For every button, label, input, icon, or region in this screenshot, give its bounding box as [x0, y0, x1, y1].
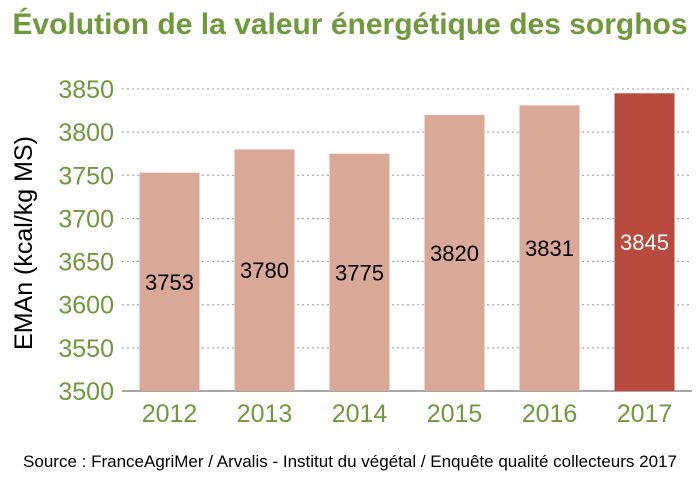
y-tick-label: 3750	[58, 162, 114, 190]
bar-2017	[614, 93, 675, 392]
y-ticks-layer: 3500 3550 3600 3650 3700 3750 3800 3850	[58, 76, 114, 406]
y-tick-label: 3800	[58, 119, 114, 147]
data-label-2017: 3845	[620, 230, 669, 255]
bars-layer	[139, 93, 675, 392]
data-labels-layer: 3753 3780 3775 3820 3831 3845	[145, 230, 669, 295]
y-tick-label: 3500	[58, 378, 114, 406]
data-label-2012: 3753	[145, 270, 194, 295]
x-tick-label: 2012	[142, 400, 198, 428]
y-tick-label: 3850	[58, 76, 114, 104]
bar-2015	[424, 114, 485, 391]
data-label-2016: 3831	[525, 236, 574, 261]
y-tick-label: 3600	[58, 292, 114, 320]
y-tick-label: 3550	[58, 335, 114, 363]
bar-2013	[234, 149, 295, 391]
bar-2012	[139, 172, 200, 391]
y-tick-label: 3700	[58, 205, 114, 233]
source-note: Source : FranceAgriMer / Arvalis - Insti…	[23, 452, 677, 471]
x-tick-label: 2015	[427, 400, 483, 428]
data-label-2014: 3775	[335, 260, 384, 285]
x-tick-label: 2014	[332, 400, 388, 428]
bar-2016	[519, 105, 580, 391]
x-tick-label: 2017	[617, 400, 673, 428]
y-tick-label: 3650	[58, 249, 114, 277]
x-tick-label: 2016	[522, 400, 578, 428]
y-axis-label: EMAn (kcal/kg MS)	[10, 136, 38, 350]
data-label-2015: 3820	[430, 241, 479, 266]
x-tick-label: 2013	[237, 400, 293, 428]
grid-layer	[122, 88, 692, 392]
data-label-2013: 3780	[240, 258, 289, 283]
bar-2014	[329, 153, 390, 391]
chart-title: Évolution de la valeur énergétique des s…	[12, 8, 688, 41]
x-ticks-layer: 2012 2013 2014 2015 2016 2017	[142, 400, 673, 428]
